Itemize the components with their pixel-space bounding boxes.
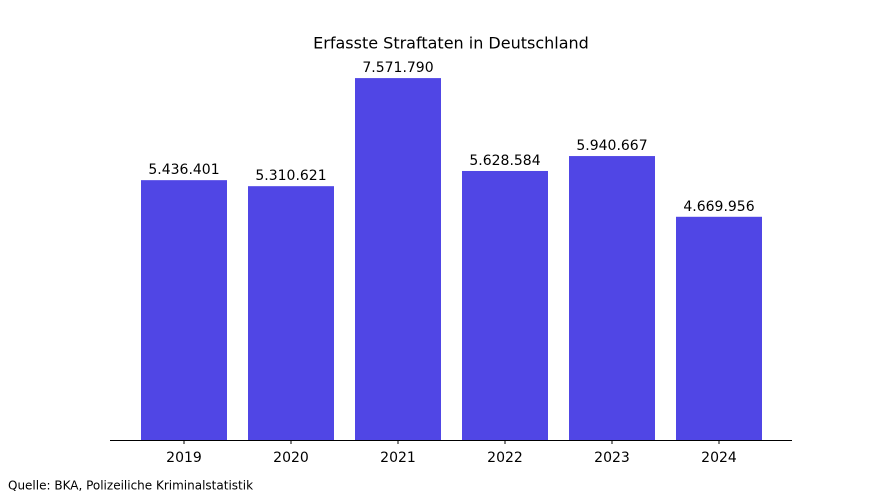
value-label: 5.310.621	[255, 168, 326, 184]
value-label: 5.628.584	[469, 153, 540, 169]
bar	[676, 216, 762, 440]
x-tick-label: 2022	[487, 450, 523, 466]
source: Quelle: BKA, Polizeiliche Kriminalstatis…	[8, 479, 253, 493]
value-label: 5.436.401	[148, 162, 219, 178]
x-tick-label: 2021	[380, 450, 416, 466]
value-label: 5.940.667	[576, 138, 647, 154]
chart-title: Erfasste Straftaten in Deutschland	[313, 34, 589, 53]
bar	[141, 180, 227, 440]
x-tick-label: 2019	[166, 450, 202, 466]
bar	[248, 186, 334, 440]
bar	[462, 170, 548, 440]
x-tick-label: 2020	[273, 450, 309, 466]
x-tick-label: 2023	[594, 450, 630, 466]
bar	[569, 156, 655, 440]
bar	[355, 78, 441, 440]
value-label: 7.571.790	[362, 60, 433, 76]
value-label: 4.669.956	[683, 199, 754, 215]
x-tick-label: 2024	[701, 450, 737, 466]
